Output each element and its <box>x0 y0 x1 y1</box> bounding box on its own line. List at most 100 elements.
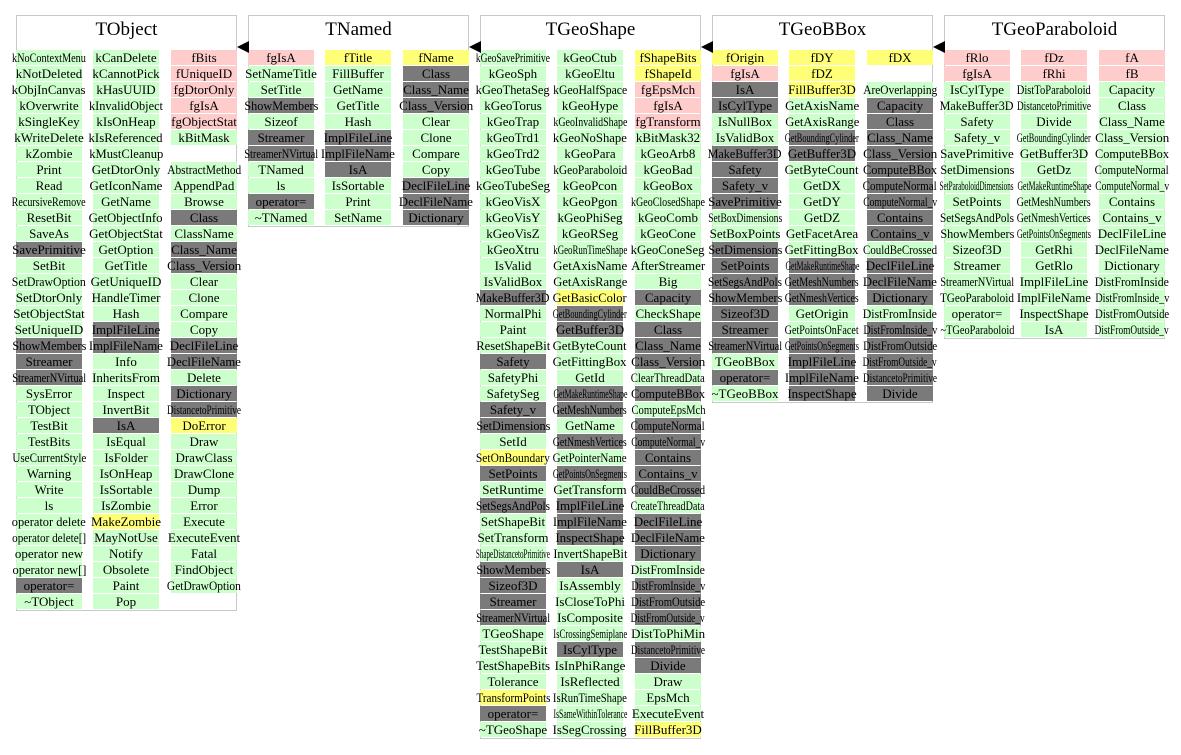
member-cell[interactable]: kIsReferenced <box>89 130 163 145</box>
member-cell[interactable]: AfterStreamer <box>631 258 705 273</box>
member-cell[interactable]: DistFromOutside_v <box>1095 322 1169 337</box>
member-cell[interactable]: SavePrimitive <box>708 194 782 209</box>
member-cell[interactable]: Contains <box>1099 194 1165 209</box>
member-cell[interactable]: Compare <box>403 146 469 161</box>
member-cell[interactable]: InvertBit <box>93 402 159 417</box>
member-cell[interactable]: DeclFileName <box>399 194 473 209</box>
member-cell[interactable]: DrawClone <box>171 466 237 481</box>
member-cell[interactable]: Contains <box>867 210 933 225</box>
member-cell[interactable]: SetSegsAndPols <box>940 210 1014 225</box>
member-cell[interactable]: Class <box>867 114 933 129</box>
member-cell[interactable]: GetBuffer3D <box>1020 146 1088 161</box>
member-cell[interactable]: DeclFileLine <box>402 178 470 193</box>
member-cell[interactable]: kGeoHype <box>557 98 623 113</box>
member-cell[interactable]: ExecuteEvent <box>168 530 240 545</box>
member-cell[interactable]: GetRhi <box>1021 242 1087 257</box>
member-cell[interactable]: GetNmeshVertices <box>1017 210 1091 225</box>
member-cell[interactable]: kBitMask <box>171 130 237 145</box>
member-cell[interactable]: DistFromInside_v <box>863 322 937 337</box>
member-cell[interactable]: Execute <box>171 514 237 529</box>
member-cell[interactable]: fgTransform <box>635 114 701 129</box>
member-cell[interactable]: IsRunTimeShape <box>553 690 627 705</box>
member-cell[interactable]: operator= <box>16 578 82 593</box>
member-cell[interactable]: Capacity <box>1099 82 1165 97</box>
member-cell[interactable]: GetOption <box>93 242 159 257</box>
member-cell[interactable]: kGeoHalfSpace <box>553 82 627 97</box>
member-cell[interactable]: Hash <box>93 306 159 321</box>
member-cell[interactable]: Capacity <box>635 290 701 305</box>
member-cell[interactable]: SetUniqueID <box>15 322 83 337</box>
member-cell[interactable]: fgIsA <box>944 66 1010 81</box>
member-cell[interactable]: Clone <box>171 290 237 305</box>
member-cell[interactable]: SetPoints <box>480 466 546 481</box>
member-cell[interactable]: FindObject <box>171 562 237 577</box>
member-cell[interactable]: kGeoArb8 <box>635 146 701 161</box>
member-cell[interactable]: SafetySeg <box>480 386 546 401</box>
member-cell[interactable]: Class <box>1099 98 1165 113</box>
member-cell[interactable]: DeclFileLine <box>634 514 702 529</box>
member-cell[interactable]: fgEpsMch <box>635 82 701 97</box>
member-cell[interactable]: ~TGeoParaboloid <box>940 322 1014 337</box>
member-cell[interactable]: Streamer <box>480 594 546 609</box>
member-cell[interactable]: kGeoCtub <box>557 50 623 65</box>
class-title[interactable]: TGeoBBox <box>778 19 867 40</box>
member-cell[interactable]: Sizeof3D <box>712 306 778 321</box>
member-cell[interactable]: kBitMask32 <box>635 130 701 145</box>
member-cell[interactable]: TestBit <box>16 418 82 433</box>
member-cell[interactable]: GetName <box>325 82 391 97</box>
member-cell[interactable]: SetSegsAndPols <box>476 498 550 513</box>
member-cell[interactable]: GetBoundingCylinder <box>1017 130 1091 145</box>
member-cell[interactable]: GetRlo <box>1021 258 1087 273</box>
member-cell[interactable]: GetDZ <box>789 210 855 225</box>
member-cell[interactable]: Info <box>93 354 159 369</box>
member-cell[interactable]: Class <box>635 322 701 337</box>
member-cell[interactable]: kGeoTrd2 <box>480 146 546 161</box>
member-cell[interactable]: GetFacetArea <box>786 226 858 241</box>
member-cell[interactable]: fName <box>403 50 469 65</box>
member-cell[interactable]: Class <box>171 210 237 225</box>
member-cell[interactable]: IsAssembly <box>557 578 623 593</box>
member-cell[interactable]: GetDrawOption <box>167 578 241 593</box>
member-cell[interactable]: IsCylType <box>712 98 778 113</box>
member-cell[interactable]: CouldBeCrossed <box>863 242 937 257</box>
member-cell[interactable]: SetBoxDimensions <box>708 210 782 225</box>
member-cell[interactable]: SetDtorOnly <box>16 290 82 305</box>
member-cell[interactable]: Paint <box>93 578 159 593</box>
member-cell[interactable]: IsEqual <box>93 434 159 449</box>
member-cell[interactable]: StreamerNVirtual <box>476 610 550 625</box>
member-cell[interactable]: DeclFileName <box>631 530 705 545</box>
member-cell[interactable]: SetParaboloidDimensions <box>940 178 1014 193</box>
member-cell[interactable]: ShowMembers <box>244 98 318 113</box>
member-cell[interactable]: DeclFileLine <box>1098 226 1166 241</box>
member-cell[interactable]: IsA <box>93 418 159 433</box>
member-cell[interactable]: ImplFileName <box>321 146 395 161</box>
member-cell[interactable]: IsCylType <box>944 82 1010 97</box>
member-cell[interactable]: Class <box>403 66 469 81</box>
member-cell[interactable]: DrawClass <box>171 450 237 465</box>
member-cell[interactable]: FillBuffer3D <box>788 82 856 97</box>
member-cell[interactable]: GetNmeshVertices <box>785 290 859 305</box>
member-cell[interactable]: DeclFileName <box>1095 242 1169 257</box>
member-cell[interactable]: operator= <box>480 706 546 721</box>
member-cell[interactable]: StreamerNVirtual <box>12 370 86 385</box>
member-cell[interactable]: GetDz <box>1021 162 1087 177</box>
member-cell[interactable]: IsA <box>557 562 623 577</box>
member-cell[interactable]: ImplFileLine <box>324 130 392 145</box>
member-cell[interactable]: GetOrigin <box>789 306 855 321</box>
member-cell[interactable]: Pop <box>93 594 159 609</box>
member-cell[interactable]: IsA <box>325 162 391 177</box>
member-cell[interactable]: ImplFileName <box>785 370 859 385</box>
member-cell[interactable]: kGeoPhiSeg <box>557 210 623 225</box>
member-cell[interactable]: SetObjectStat <box>13 306 85 321</box>
member-cell[interactable]: Dictionary <box>1099 258 1165 273</box>
member-cell[interactable]: SetDimensions <box>476 418 550 433</box>
member-cell[interactable]: IsA <box>712 82 778 97</box>
member-cell[interactable]: GetAxisRange <box>553 274 627 289</box>
member-cell[interactable]: Contains <box>635 450 701 465</box>
member-cell[interactable]: StreamerNVirtual <box>244 146 318 161</box>
member-cell[interactable]: GetByteCount <box>553 338 627 353</box>
member-cell[interactable]: operator new <box>15 546 83 561</box>
member-cell[interactable]: TransformPoints <box>476 690 550 705</box>
member-cell[interactable]: IsReflected <box>557 674 623 689</box>
member-cell[interactable]: kGeoTrap <box>480 114 546 129</box>
